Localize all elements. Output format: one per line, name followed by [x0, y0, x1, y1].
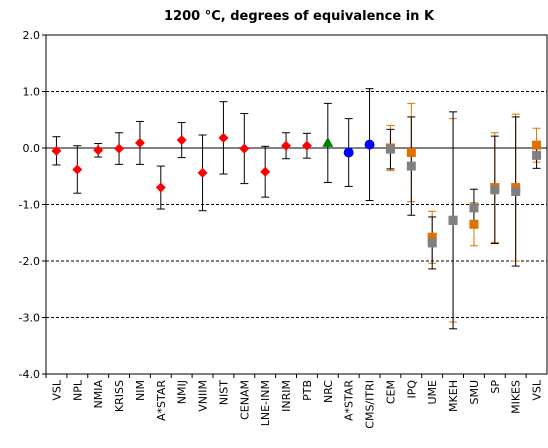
data-point-diamond [155, 182, 166, 193]
x-tick-label: VSL [531, 379, 544, 401]
data-point-square [532, 140, 542, 150]
data-point-diamond [260, 166, 271, 177]
x-tick-label: UME [426, 380, 439, 405]
y-tick-label: 0.0 [23, 142, 41, 155]
marker-layer [51, 132, 542, 248]
axis-layer: 2.0 1.0 0.0 -1.0 -2.0 -3.0 -4.0 VSL NPL NMIA KRISS… [19, 29, 548, 429]
y-tick-label: -2.0 [19, 255, 40, 268]
x-tick-label: CMS/ITRI [364, 380, 377, 429]
x-tick-label: MKEH [447, 380, 460, 412]
data-point-diamond [301, 140, 312, 151]
x-tick-label: SMU [468, 380, 481, 405]
x-tick-label: MIKES [510, 380, 523, 414]
data-point-square [427, 238, 437, 248]
x-tick-label: VNIIM [197, 380, 210, 412]
x-tick-label: INRIM [280, 380, 293, 412]
x-tick-label: KRISS [113, 380, 126, 412]
data-point-circle [343, 147, 354, 158]
data-point-square [469, 219, 479, 229]
x-tick-label: NMIA [92, 380, 105, 409]
x-tick-label: NIST [217, 380, 230, 405]
data-point-diamond [281, 140, 292, 151]
data-point-triangle [322, 136, 334, 147]
data-point-diamond [72, 164, 83, 175]
data-point-square [448, 215, 458, 225]
y-tick-label: 1.0 [23, 86, 41, 99]
x-tick-label: IPQ [405, 380, 418, 399]
data-point-circle [364, 139, 375, 150]
data-point-diamond [239, 143, 250, 154]
data-point-diamond [93, 145, 104, 156]
x-tick-label: A*STAR [343, 380, 356, 421]
x-tick-label: A*STAR [155, 380, 168, 421]
data-point-square [406, 148, 416, 158]
x-tick-label: NMIJ [176, 380, 189, 404]
data-point-square [427, 232, 437, 242]
data-point-square [490, 185, 500, 195]
data-point-diamond [134, 137, 145, 148]
data-point-square [532, 150, 542, 160]
data-point-square [511, 187, 521, 197]
data-point-diamond [197, 167, 208, 178]
chart-title: 1200 °C, degrees of equivalence in K [164, 9, 435, 24]
y-tick-label: -4.0 [19, 368, 40, 381]
data-point-diamond [218, 132, 229, 143]
x-tick-label: NPL [71, 379, 84, 401]
x-tick-label: CENAM [238, 380, 251, 420]
x-tick-label: VSL [50, 379, 63, 401]
x-tick-label: CEM [384, 380, 397, 404]
x-tick-label: SP [489, 380, 502, 394]
data-point-square [385, 144, 395, 154]
data-point-square [469, 203, 479, 213]
data-point-diamond [176, 135, 187, 146]
y-tick-label: 2.0 [23, 29, 41, 42]
y-tick-label: -1.0 [19, 199, 40, 212]
x-tick-label: LNE-INM [259, 380, 272, 426]
data-point-diamond [51, 145, 62, 156]
data-point-diamond [114, 143, 125, 154]
x-tick-label: NIM [134, 380, 147, 401]
data-point-square [406, 161, 416, 171]
x-tick-label: PTB [301, 380, 314, 401]
x-tick-label: NRC [322, 380, 335, 403]
y-tick-label: -3.0 [19, 312, 40, 325]
grid-layer [46, 91, 547, 318]
error-bar-layer [52, 88, 541, 330]
